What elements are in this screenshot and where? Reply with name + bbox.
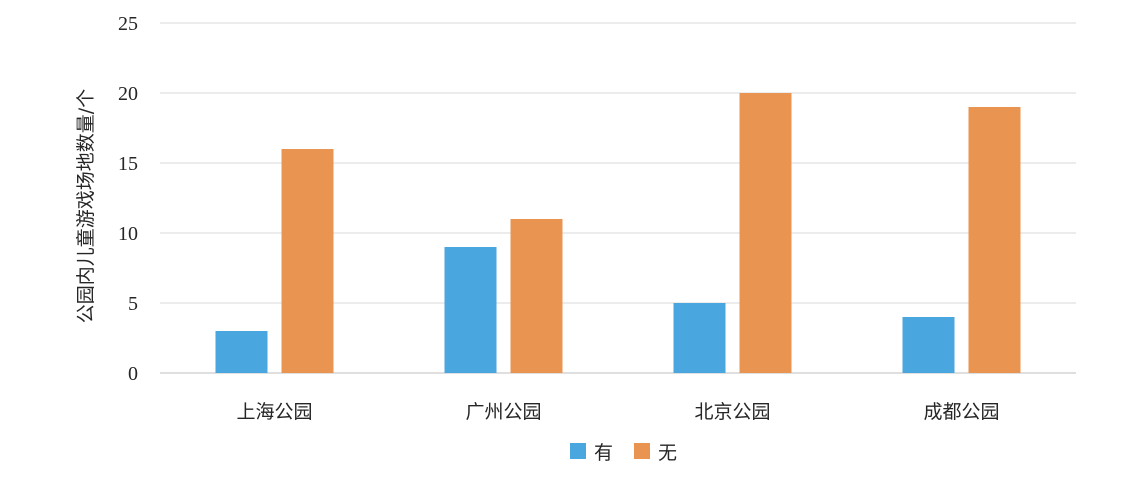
- y-tick-label: 0: [128, 363, 138, 385]
- bar-有-上海公园: [215, 331, 268, 373]
- x-tick-label: 北京公园: [694, 401, 770, 423]
- legend-label: 无: [658, 442, 677, 464]
- x-tick-label: 成都公园: [923, 401, 999, 423]
- legend-label: 有: [594, 442, 613, 464]
- x-tick-label: 上海公园: [236, 401, 312, 423]
- bar-有-成都公园: [902, 317, 955, 373]
- legend-swatch: [570, 443, 586, 459]
- bar-有-北京公园: [673, 303, 726, 373]
- y-tick-label: 15: [118, 153, 138, 175]
- y-axis-ticks: 0 5 10 15 20 25: [118, 13, 138, 385]
- legend: 有无: [570, 442, 677, 464]
- x-axis-ticks: 上海公园 广州公园 北京公园 成都公园: [236, 401, 999, 423]
- y-axis-title: 公园内儿童游戏场地数量/个: [75, 89, 97, 323]
- y-tick-label: 10: [118, 223, 138, 245]
- legend-swatch: [634, 443, 650, 459]
- bar-无-成都公园: [968, 107, 1021, 373]
- bars: [215, 93, 1021, 373]
- bar-无-北京公园: [739, 93, 792, 373]
- bar-有-广州公园: [444, 247, 497, 373]
- y-tick-label: 25: [118, 13, 138, 35]
- x-tick-label: 广州公园: [465, 401, 541, 423]
- y-tick-label: 20: [118, 83, 138, 105]
- bar-无-上海公园: [281, 149, 334, 373]
- y-tick-label: 5: [128, 293, 138, 315]
- bar-无-广州公园: [510, 219, 563, 373]
